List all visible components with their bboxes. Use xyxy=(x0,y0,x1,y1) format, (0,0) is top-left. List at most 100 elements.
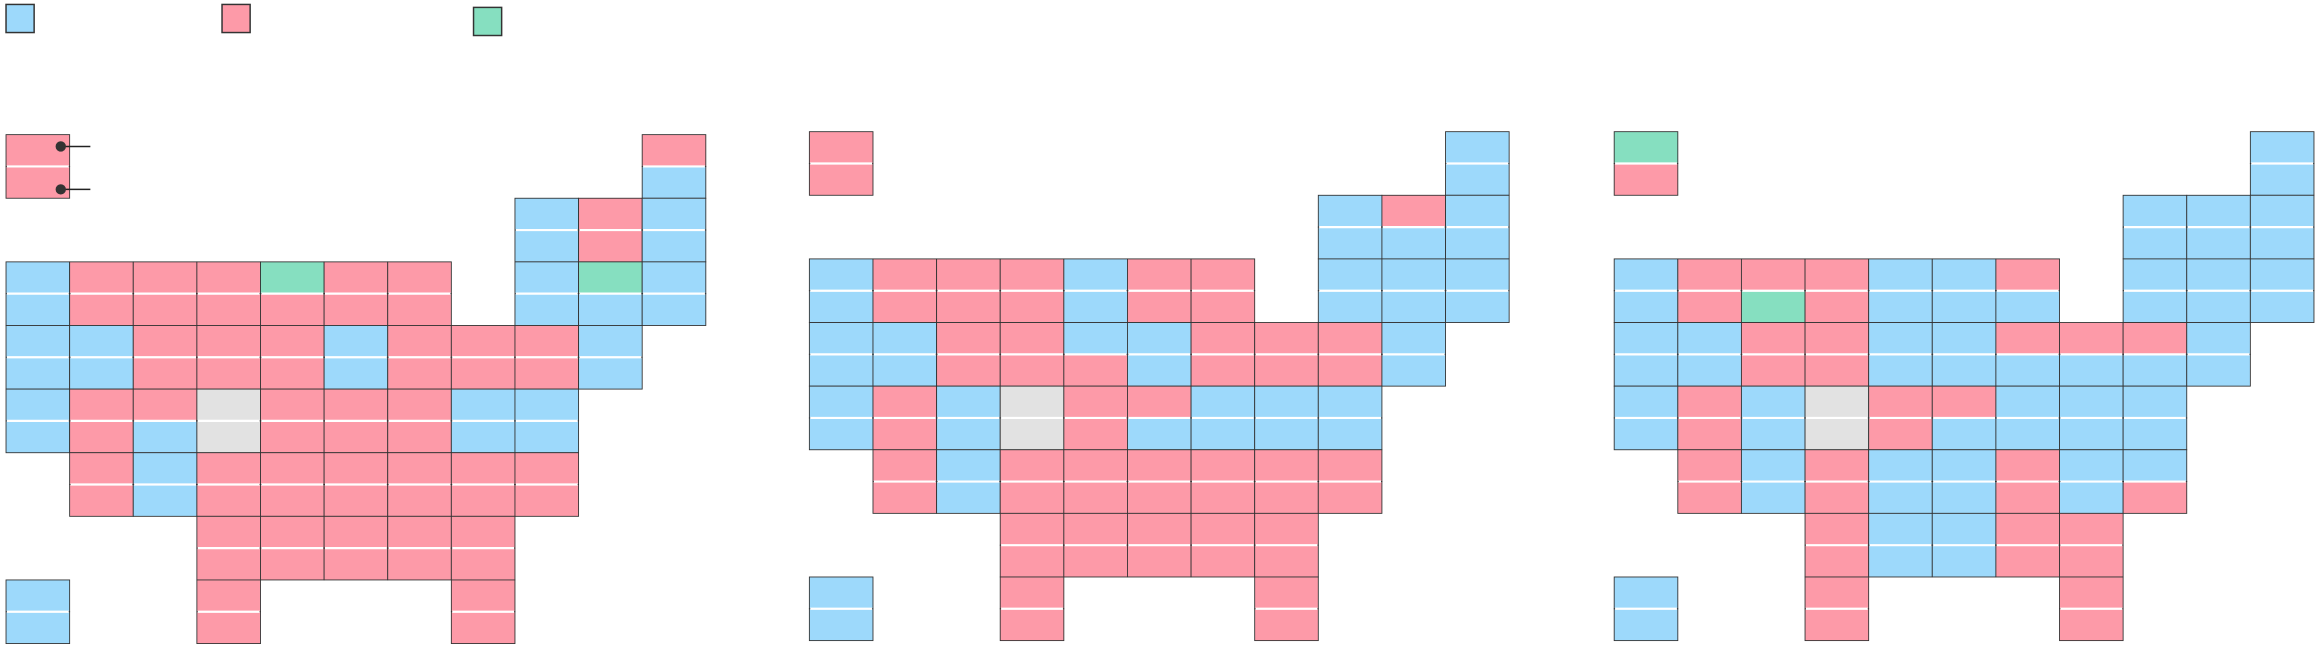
tile-bottom xyxy=(1381,226,1446,260)
tile-top xyxy=(450,452,516,485)
tile-bottom xyxy=(1445,163,1510,196)
tile-bottom xyxy=(1613,163,1679,196)
tile-bottom xyxy=(196,547,261,581)
tile xyxy=(808,131,874,196)
tile xyxy=(936,258,1001,323)
tile-top xyxy=(808,385,874,419)
tile-top xyxy=(999,576,1065,610)
tile xyxy=(387,325,452,390)
tile-top xyxy=(514,261,580,295)
tile xyxy=(323,452,389,517)
tile-bottom xyxy=(69,293,134,326)
tile-top xyxy=(1868,385,1933,419)
tile-bottom xyxy=(514,356,580,390)
tile xyxy=(2122,322,2188,387)
tile xyxy=(1613,576,1679,642)
tile-top xyxy=(2059,385,2124,419)
tile-top xyxy=(2122,322,2188,355)
tile-bottom xyxy=(450,611,516,645)
tile-top xyxy=(260,515,325,549)
tile-top xyxy=(1063,385,1128,419)
tile xyxy=(514,197,580,263)
tile xyxy=(1254,576,1319,642)
tile xyxy=(1317,449,1383,514)
tile-bottom xyxy=(1063,481,1128,514)
tile xyxy=(808,385,874,451)
tile xyxy=(1804,385,1870,451)
tile-bottom xyxy=(323,356,389,390)
tile-bottom xyxy=(2122,481,2188,514)
tile xyxy=(514,452,580,517)
tile-top xyxy=(1931,322,1997,355)
tile xyxy=(1995,322,2060,387)
tile-top xyxy=(323,388,389,422)
tile-top xyxy=(323,325,389,358)
tile xyxy=(1445,131,1510,196)
tile-top xyxy=(1254,385,1319,419)
tile-bottom xyxy=(196,356,261,390)
tile-bottom xyxy=(1868,544,1933,578)
tile xyxy=(1317,385,1383,451)
tile-top xyxy=(1190,322,1256,355)
tile-top xyxy=(450,515,516,549)
tile-bottom xyxy=(2249,226,2315,260)
tile xyxy=(450,579,516,645)
tile xyxy=(1740,258,1806,323)
tile-top xyxy=(514,452,580,485)
tile xyxy=(1254,512,1319,578)
tile xyxy=(5,325,71,390)
tile xyxy=(1995,385,2060,451)
tile-top xyxy=(1677,385,1742,419)
tile-bottom xyxy=(260,484,325,517)
tile-bottom xyxy=(2122,353,2188,387)
tile-bottom xyxy=(872,290,938,323)
tile-bottom xyxy=(1063,353,1128,387)
tile xyxy=(872,449,938,514)
tile xyxy=(1868,512,1933,578)
tile xyxy=(999,258,1065,323)
tile-top xyxy=(1190,258,1256,292)
tile-bottom xyxy=(2059,544,2124,578)
tile-top xyxy=(2059,322,2124,355)
tile-top xyxy=(1254,322,1319,355)
tile xyxy=(2059,322,2124,387)
tile-bottom xyxy=(2249,163,2315,196)
tile-bottom xyxy=(5,293,71,326)
tile-bottom xyxy=(323,484,389,517)
tile-top xyxy=(323,452,389,485)
tile xyxy=(2122,194,2188,260)
tile-top xyxy=(1868,449,1933,483)
tile-bottom xyxy=(1063,417,1128,451)
tile xyxy=(999,576,1065,642)
tile-bottom xyxy=(514,420,580,454)
tile xyxy=(450,325,516,390)
tile-top xyxy=(69,261,134,295)
tile-bottom xyxy=(1868,417,1933,451)
tile-bottom xyxy=(1995,353,2060,387)
tile-bottom xyxy=(999,544,1065,578)
tile-bottom xyxy=(514,229,580,263)
tile xyxy=(2122,258,2188,323)
tile xyxy=(2186,258,2251,323)
tile-bottom xyxy=(260,547,325,581)
tile-top xyxy=(1254,576,1319,610)
tile-top xyxy=(387,261,452,295)
tile-top xyxy=(260,261,325,295)
tile-bottom xyxy=(2122,417,2188,451)
tile-bottom xyxy=(2059,353,2124,387)
tile-bottom xyxy=(1804,417,1870,451)
tile xyxy=(387,515,452,581)
tile-top xyxy=(1190,512,1256,546)
tile-bottom xyxy=(323,293,389,326)
tile-bottom xyxy=(578,293,643,326)
tile xyxy=(260,452,325,517)
tile-bottom xyxy=(1931,290,1997,323)
tile-top xyxy=(387,452,452,485)
tile-bottom xyxy=(2186,226,2251,260)
tile-bottom xyxy=(1254,353,1319,387)
tile-bottom xyxy=(999,608,1065,642)
tile-top xyxy=(808,322,874,355)
tile-top xyxy=(1445,194,1510,228)
tile-bottom xyxy=(1868,353,1933,387)
tile-bottom xyxy=(69,356,134,390)
